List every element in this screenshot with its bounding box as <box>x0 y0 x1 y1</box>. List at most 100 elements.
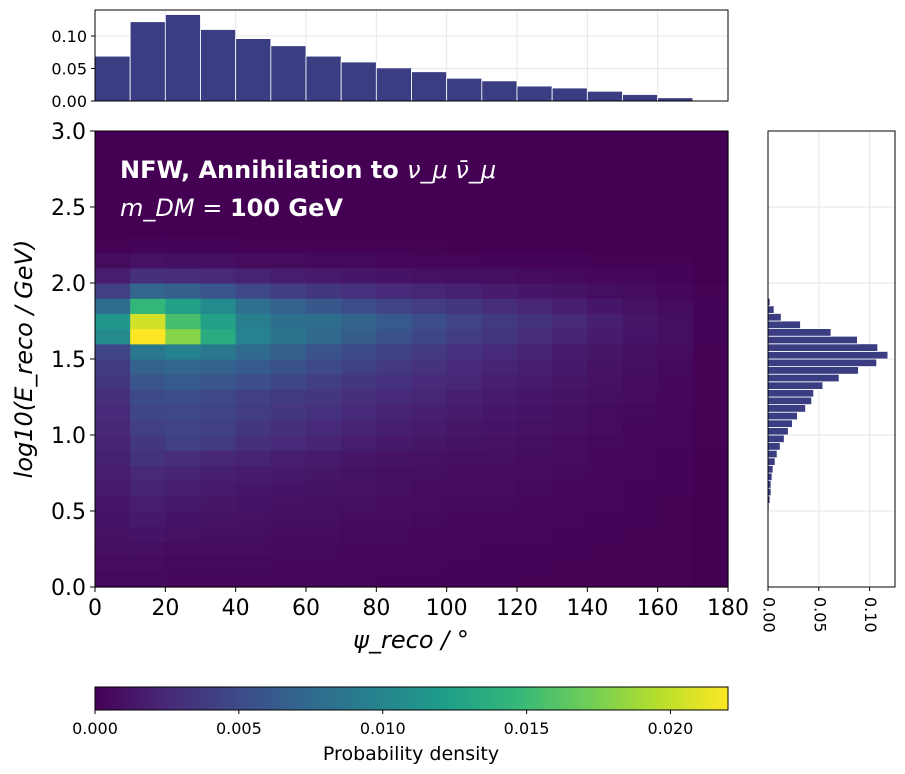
heatmap-cell <box>270 267 307 284</box>
heatmap-cell <box>552 146 588 162</box>
heatmap-cell <box>517 374 553 390</box>
heatmap-cell <box>517 267 553 284</box>
heatmap-cell <box>376 556 413 573</box>
heatmap-cell <box>130 267 166 284</box>
heatmap-xticks: 0 20 40 60 80 100 120 140 160 180 <box>88 587 749 621</box>
heatmap-cell <box>692 131 729 147</box>
heatmap-cell <box>622 131 659 147</box>
heatmap-cell <box>165 374 202 390</box>
top-hist-yticks: 0.00 0.05 0.10 <box>51 27 95 111</box>
heatmap-cell <box>95 359 131 375</box>
right-hist-bar <box>767 442 781 451</box>
heatmap-cell <box>130 435 166 451</box>
top-y-tick-label: 0.05 <box>51 60 87 79</box>
heatmap-cell <box>411 176 448 193</box>
heatmap-cell <box>657 252 694 269</box>
heatmap-cell <box>200 465 237 482</box>
heatmap-cell <box>200 207 237 223</box>
heatmap-cell <box>376 191 413 208</box>
heatmap-cell <box>376 146 413 162</box>
heatmap-cell <box>517 404 553 421</box>
heatmap-cell <box>95 343 131 360</box>
heatmap-cell <box>270 495 307 512</box>
right-hist-bar <box>767 449 778 459</box>
heatmap-cell <box>306 191 342 208</box>
top-y-tick-label: 0.10 <box>51 27 87 46</box>
right-hist-bar <box>767 350 889 360</box>
heatmap-cell <box>587 313 624 330</box>
heatmap-cell <box>235 526 272 542</box>
right-hist-bar <box>767 373 840 383</box>
heatmap-cell <box>270 389 307 406</box>
heatmap-cells <box>95 131 729 588</box>
heatmap-cell <box>657 176 694 193</box>
heatmap-cell <box>270 359 307 375</box>
heatmap-cell <box>587 131 624 147</box>
heatmap-cell <box>657 465 694 482</box>
heatmap-cell <box>200 146 237 162</box>
heatmap-cell <box>341 313 377 330</box>
heatmap-cell <box>657 343 694 360</box>
heatmap-cell <box>446 526 483 542</box>
heatmap-cell <box>552 526 588 542</box>
heatmap-cell <box>95 571 131 588</box>
x-tick-label: 120 <box>496 596 538 621</box>
heatmap-cell <box>657 298 694 314</box>
heatmap-cell <box>306 511 342 527</box>
heatmap-cell <box>411 374 448 390</box>
heatmap-cell <box>200 359 237 375</box>
colorbar-tick-label: 0.005 <box>216 719 262 738</box>
heatmap-cell <box>95 465 131 482</box>
heatmap-cell <box>481 435 518 451</box>
heatmap-cell <box>270 191 307 208</box>
heatmap-cell <box>552 556 588 573</box>
heatmap-cell <box>200 267 237 284</box>
heatmap-cell <box>165 146 202 162</box>
heatmap-cell <box>235 283 272 299</box>
heatmap-cell <box>657 389 694 406</box>
colorbar: 0.000 0.005 0.010 0.015 0.020 Probability de… <box>72 686 729 765</box>
heatmap-cell <box>306 267 342 284</box>
heatmap-cell <box>517 298 553 314</box>
y-tick-label: 2.0 <box>51 272 86 297</box>
heatmap-cell <box>411 237 448 254</box>
heatmap-cell <box>95 435 131 451</box>
top-hist-bar <box>340 61 377 102</box>
top-hist-bar <box>411 71 448 102</box>
top-histogram: 0.00 0.05 0.10 <box>51 9 729 111</box>
heatmap-cell <box>622 374 659 390</box>
heatmap-cell <box>341 556 377 573</box>
heatmap-cell <box>376 207 413 223</box>
heatmap-cell <box>552 328 588 345</box>
heatmap-cell <box>552 343 588 360</box>
heatmap-cell <box>235 389 272 406</box>
top-hist-bar <box>622 94 659 102</box>
heatmap-cell <box>341 161 377 178</box>
heatmap-cell <box>446 343 483 360</box>
top-hist-bar <box>481 80 518 102</box>
heatmap-cell <box>235 571 272 588</box>
heatmap-cell <box>306 283 342 299</box>
top-hist-bar <box>235 38 272 102</box>
heatmap-cell <box>235 298 272 314</box>
heatmap-cell <box>446 435 483 451</box>
heatmap-cell <box>130 404 166 421</box>
heatmap-cell <box>481 207 518 223</box>
heatmap-cell <box>376 298 413 314</box>
x-tick-label: 60 <box>292 596 320 621</box>
heatmap-cell <box>446 146 483 162</box>
heatmap-cell <box>657 480 694 497</box>
heatmap-cell <box>165 541 202 558</box>
heatmap-cell <box>165 526 202 542</box>
heatmap-cell <box>341 495 377 512</box>
heatmap-cell <box>200 374 237 390</box>
right-hist-bar <box>767 457 776 466</box>
heatmap-cell <box>165 343 202 360</box>
heatmap-cell <box>165 465 202 482</box>
heatmap-cell <box>270 176 307 193</box>
heatmap-cell <box>270 450 307 466</box>
heatmap-cell <box>235 495 272 512</box>
heatmap-cell <box>95 237 131 254</box>
heatmap-cell <box>517 146 553 162</box>
heatmap-cell <box>235 343 272 360</box>
